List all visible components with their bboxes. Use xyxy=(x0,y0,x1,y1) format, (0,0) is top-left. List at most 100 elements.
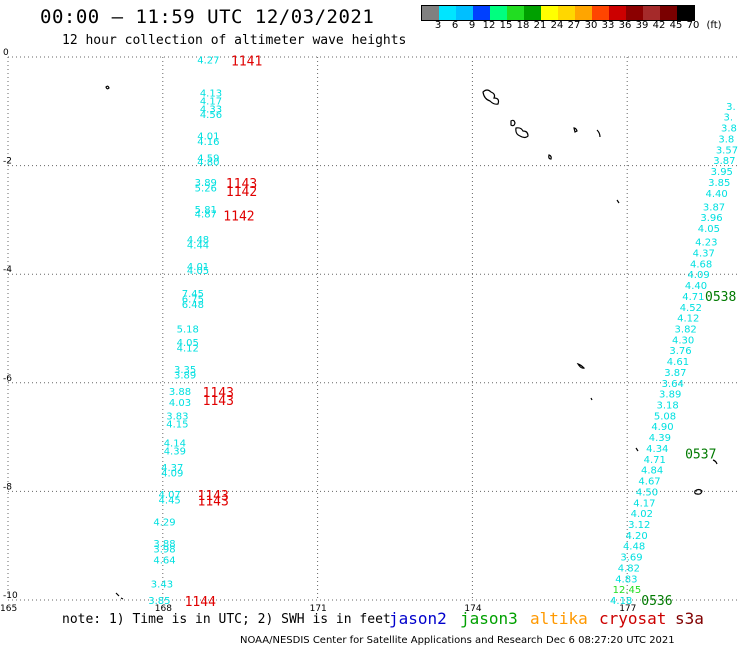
pass-time-label: 1143 xyxy=(203,394,234,409)
lon-tick-label: 168 xyxy=(155,604,172,614)
legend-label: 21 xyxy=(533,20,547,31)
wave-height-value: 3.83 xyxy=(166,411,188,422)
wave-height-value: 3.87 xyxy=(664,368,686,379)
island-11 xyxy=(115,592,124,600)
wave-height-value: 6.75 xyxy=(182,295,204,306)
wave-height-value: 4.03 xyxy=(169,398,191,409)
legend-label: 12 xyxy=(482,20,496,31)
legend-swatch xyxy=(609,6,626,20)
wave-height-value: 4.15 xyxy=(166,420,188,431)
legend-swatch xyxy=(456,6,473,20)
wave-height-value: 5.26 xyxy=(195,183,217,194)
wave-height-value: 3.85 xyxy=(148,596,170,607)
legend-swatch xyxy=(626,6,643,20)
lat-tick-label: -10 xyxy=(3,591,18,601)
wave-height-value: 4.23 xyxy=(695,238,717,249)
pass-time-label: 1143 xyxy=(226,177,257,192)
footnote: note: 1) Time is in UTC; 2) SWH is in fe… xyxy=(62,612,391,627)
legend-label: 42 xyxy=(652,20,666,31)
map-axes: 0 -2 -4 -6 -8 -10 165 168 171 174 177 xyxy=(0,48,636,614)
wave-height-value: 4.37 xyxy=(161,463,183,474)
wave-height-value: 4.87 xyxy=(195,209,217,220)
island-3 xyxy=(510,119,529,139)
legend-swatch xyxy=(541,6,558,20)
island-1 xyxy=(105,85,110,90)
wave-height-value: 4.12 xyxy=(677,314,699,325)
legend-label: 39 xyxy=(635,20,649,31)
wave-height-value: 4.13 xyxy=(200,88,222,99)
legend-label: 15 xyxy=(499,20,513,31)
legend-label: 30 xyxy=(584,20,598,31)
wave-height-value: 4.16 xyxy=(197,137,219,148)
wave-height-value: 3.82 xyxy=(675,325,697,336)
wave-height-value: 4.29 xyxy=(153,517,175,528)
pass-time-label: 1143 xyxy=(198,489,229,504)
legend-label: 24 xyxy=(550,20,564,31)
lat-tick-label: -8 xyxy=(3,482,12,492)
wave-height-value: 3.69 xyxy=(620,553,642,564)
wave-height-value: 5.81 xyxy=(195,205,217,216)
wave-height-value: 4.09 xyxy=(161,468,183,479)
wave-height-value: 3.35 xyxy=(174,365,196,376)
legend-swatch xyxy=(422,6,439,20)
legend-swatch xyxy=(524,6,541,20)
wave-height-value: 4.83 xyxy=(615,574,637,585)
legend-label: 27 xyxy=(567,20,581,31)
color-legend-bar xyxy=(421,5,695,21)
island-5 xyxy=(548,154,552,160)
legend-swatch xyxy=(439,6,456,20)
legend-swatch xyxy=(558,6,575,20)
island-7 xyxy=(576,362,586,369)
legend-swatch xyxy=(490,6,507,20)
wave-height-value: 4.07 xyxy=(159,490,181,501)
wave-height-value: 4.33 xyxy=(200,105,222,116)
pass-time-label: 0538 xyxy=(705,290,736,305)
wave-height-value: 3.95 xyxy=(711,167,733,178)
wave-height-value: 4.67 xyxy=(638,477,660,488)
wave-height-value: 3.87 xyxy=(703,202,725,213)
wave-height-value: 3.89 xyxy=(659,390,681,401)
wave-height-value: 3.96 xyxy=(700,213,722,224)
wave-height-value: 3.57 xyxy=(716,145,738,156)
lat-tick-label: 0 xyxy=(3,48,9,58)
map-grid xyxy=(7,56,740,601)
legend-label: 9 xyxy=(468,20,476,31)
wave-height-value: 4.05 xyxy=(187,266,209,277)
wave-height-value: 3.85 xyxy=(708,178,730,189)
legend-swatch xyxy=(575,6,592,20)
wave-height-value: 4.05 xyxy=(698,224,720,235)
legend-label: 33 xyxy=(601,20,615,31)
pass-time-label: 1142 xyxy=(226,185,257,200)
wave-height-value: 4.71 xyxy=(682,292,704,303)
legend-jason3: jason3 xyxy=(460,609,518,628)
legend-swatch xyxy=(507,6,524,20)
wave-height-value: 4.39 xyxy=(649,433,671,444)
page-subtitle: 12 hour collection of altimeter wave hei… xyxy=(62,33,407,48)
wave-height-value: 3.64 xyxy=(662,379,684,390)
wave-height-value: 4.68 xyxy=(690,259,712,270)
wave-height-value: 3.98 xyxy=(153,544,175,555)
lat-tick-label: -6 xyxy=(3,374,12,384)
wave-height-value: 3.88 xyxy=(169,387,191,398)
wave-height-value: 3.12 xyxy=(628,520,650,531)
legend-label: 36 xyxy=(618,20,632,31)
legend-swatch xyxy=(643,6,660,20)
wave-height-value: 4.14 xyxy=(164,439,186,450)
wave-height-value: 4.39 xyxy=(164,447,186,458)
wave-height-value: 4.02 xyxy=(631,509,653,520)
wave-height-value: 4.18 xyxy=(610,596,632,607)
island-4 xyxy=(573,127,601,138)
wave-height-value: 4.34 xyxy=(646,444,668,455)
legend-label: 3 xyxy=(434,20,442,31)
wave-height-value: 4.09 xyxy=(687,270,709,281)
wave-height-value: 5.18 xyxy=(177,325,199,336)
wave-height-value: 4.40 xyxy=(685,281,707,292)
wave-height-value: 3.89 xyxy=(174,371,196,382)
wave-height-value: 12.45 xyxy=(613,585,642,596)
legend-cryosat: cryosat xyxy=(599,609,667,628)
legend-swatch xyxy=(473,6,490,20)
wave-height-value: 4.17 xyxy=(200,96,222,107)
pass-time-label: 1143 xyxy=(198,495,229,510)
lon-tick-label: 165 xyxy=(0,604,17,614)
wave-height-value: 4.59 xyxy=(197,153,219,164)
